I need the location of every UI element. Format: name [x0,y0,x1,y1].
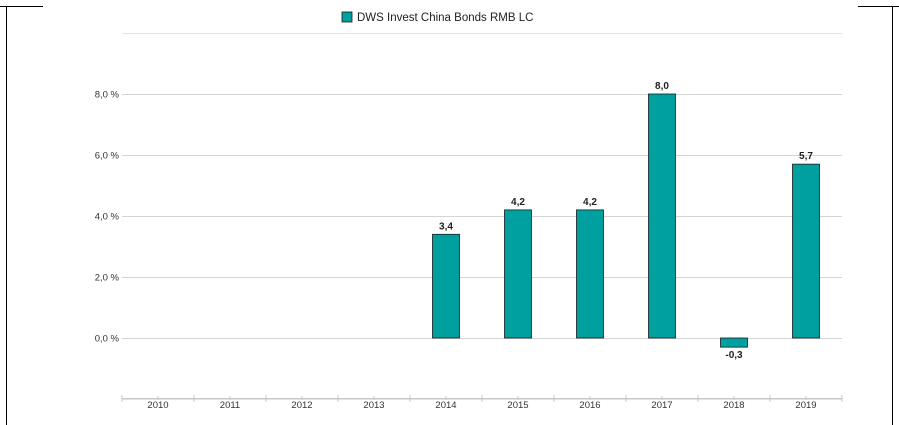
bar-2018 [720,337,748,348]
bar-2017 [648,93,676,339]
legend-swatch [341,11,353,23]
y-tick-label: 4,0 % [95,212,120,223]
data-label-2017: 8,0 [655,81,669,92]
y-axis: 0,0 % 2,0 % 4,0 % 6,0 % 8,0 % [95,90,120,345]
data-label-2019: 5,7 [799,151,813,162]
data-label-2014: 3,4 [439,221,453,232]
y-tick-label: 0,0 % [95,334,120,345]
bar-2014 [432,233,460,339]
x-tick-label: 2019 [795,400,816,411]
y-tick-label: 2,0 % [95,273,120,284]
x-tick-label: 2016 [579,400,600,411]
y-tick-label: 8,0 % [95,90,120,101]
x-tick-label: 2011 [220,400,240,411]
bars: 3,4 4,2 4,2 8,0 -0,3 5,7 [432,81,820,361]
y-tick-label: 6,0 % [95,151,120,162]
data-label-2015: 4,2 [511,197,525,208]
x-tick-label: 2018 [723,400,744,411]
legend: DWS Invest China Bonds RMB LC [341,11,533,24]
x-tick-label: 2013 [363,400,384,411]
x-tick-label: 2015 [507,400,528,411]
bar-2015 [504,209,532,339]
x-tick-label: 2012 [291,400,312,411]
x-tick-label: 2014 [435,400,456,411]
data-label-2016: 4,2 [583,197,597,208]
x-tick-label: 2017 [651,400,672,411]
legend-label: DWS Invest China Bonds RMB LC [357,12,533,24]
bar-2019 [792,163,820,339]
x-tick-label: 2010 [147,400,168,411]
bar-2016 [576,209,604,339]
data-label-2018: -0,3 [725,350,743,361]
x-axis: 2010 2011 2012 2013 2014 2015 2016 2017 2018 2019 [121,395,843,411]
